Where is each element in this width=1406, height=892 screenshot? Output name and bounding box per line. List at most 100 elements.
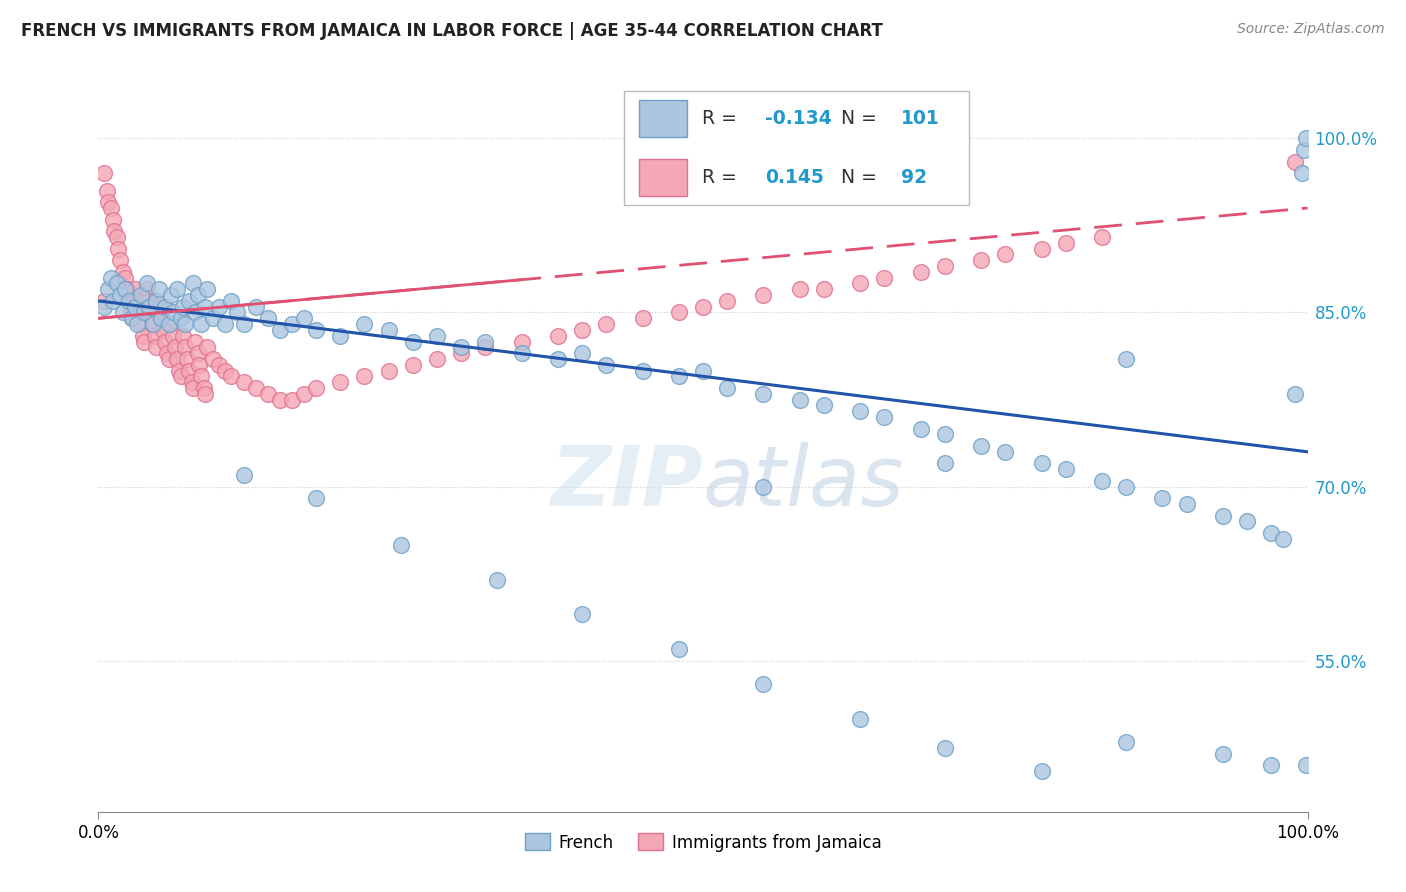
Point xyxy=(668,642,690,657)
Point xyxy=(1031,764,1053,778)
Point xyxy=(873,409,896,424)
Point xyxy=(305,491,328,506)
Point xyxy=(571,346,593,360)
Point xyxy=(169,369,191,384)
Point xyxy=(166,351,188,366)
Point xyxy=(1260,526,1282,541)
Point xyxy=(184,334,207,349)
Point xyxy=(101,212,124,227)
Text: 0.145: 0.145 xyxy=(765,168,824,187)
Point xyxy=(180,375,202,389)
Point xyxy=(1284,154,1306,169)
Point xyxy=(208,300,231,314)
Point xyxy=(93,166,115,180)
Point xyxy=(190,369,212,384)
Point xyxy=(163,340,186,354)
Point xyxy=(269,323,291,337)
Point xyxy=(353,369,375,384)
Point xyxy=(377,363,399,377)
Point xyxy=(1115,351,1137,366)
Point xyxy=(121,311,143,326)
Point xyxy=(305,323,328,337)
Point xyxy=(1091,230,1114,244)
Point xyxy=(190,317,212,331)
FancyBboxPatch shape xyxy=(638,100,688,136)
Point xyxy=(181,381,204,395)
Point xyxy=(510,346,533,360)
Point xyxy=(245,300,267,314)
Point xyxy=(292,386,315,401)
Point xyxy=(256,386,278,401)
Point xyxy=(692,300,714,314)
Point xyxy=(752,480,775,494)
Point xyxy=(474,340,496,354)
Point xyxy=(994,247,1017,261)
Point xyxy=(195,340,218,354)
Point xyxy=(107,242,129,256)
Text: -0.134: -0.134 xyxy=(765,109,831,128)
Point xyxy=(426,328,449,343)
Text: R =: R = xyxy=(702,109,742,128)
Point xyxy=(160,288,183,302)
Point xyxy=(145,293,167,308)
Point xyxy=(195,282,218,296)
Point xyxy=(187,346,209,360)
Point xyxy=(256,311,278,326)
Point xyxy=(150,311,173,326)
Point xyxy=(111,265,134,279)
Point xyxy=(450,346,472,360)
Point xyxy=(184,305,207,319)
Point xyxy=(194,386,217,401)
Point xyxy=(970,439,993,453)
Point xyxy=(135,282,157,296)
Point xyxy=(910,265,932,279)
Point xyxy=(994,445,1017,459)
Point xyxy=(1115,735,1137,749)
Point xyxy=(789,392,811,407)
Point xyxy=(752,288,775,302)
FancyBboxPatch shape xyxy=(638,160,688,196)
Point xyxy=(214,317,236,331)
Point xyxy=(129,317,152,331)
Point xyxy=(329,328,352,343)
Point xyxy=(208,358,231,372)
Point xyxy=(402,334,425,349)
Text: N =: N = xyxy=(841,109,883,128)
Point xyxy=(1175,497,1198,511)
Point xyxy=(181,277,204,291)
Point xyxy=(105,230,128,244)
Point xyxy=(1031,242,1053,256)
Point xyxy=(187,288,209,302)
Point xyxy=(450,340,472,354)
Point xyxy=(160,317,183,331)
Text: Source: ZipAtlas.com: Source: ZipAtlas.com xyxy=(1237,22,1385,37)
Point xyxy=(142,317,165,331)
Point xyxy=(135,277,157,291)
Point xyxy=(214,363,236,377)
Point xyxy=(1272,532,1295,546)
Point xyxy=(174,340,197,354)
Point xyxy=(187,358,209,372)
Point xyxy=(571,323,593,337)
Point xyxy=(486,573,509,587)
Point xyxy=(910,421,932,435)
Point xyxy=(389,538,412,552)
Point xyxy=(269,392,291,407)
Point xyxy=(692,363,714,377)
Point xyxy=(105,277,128,291)
Text: atlas: atlas xyxy=(703,442,904,523)
Point xyxy=(1152,491,1174,506)
Point xyxy=(353,317,375,331)
Point xyxy=(1212,747,1234,761)
Point xyxy=(108,253,131,268)
Point xyxy=(202,351,225,366)
Point xyxy=(752,677,775,691)
Point xyxy=(1260,758,1282,772)
Point xyxy=(124,300,146,314)
Point xyxy=(145,340,167,354)
Text: ZIP: ZIP xyxy=(550,442,703,523)
Point xyxy=(162,305,184,319)
Point xyxy=(934,457,956,471)
Point xyxy=(148,300,170,314)
Point xyxy=(179,293,201,308)
